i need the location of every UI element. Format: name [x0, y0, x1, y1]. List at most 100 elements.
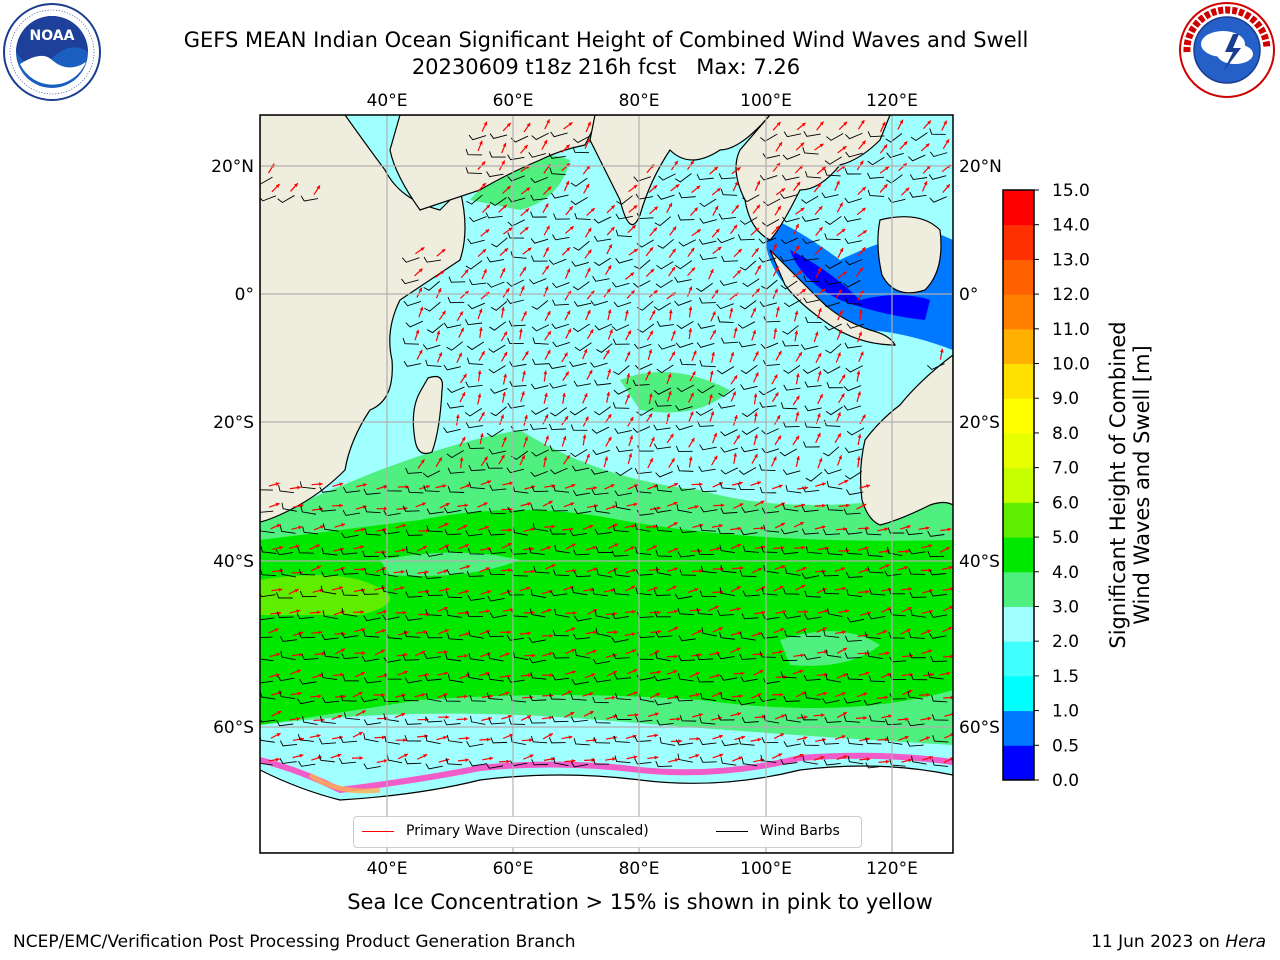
wave-direction-arrowhead [609, 329, 613, 334]
wave-direction-arrowhead [761, 714, 766, 719]
wave-direction-arrowhead [887, 607, 892, 611]
wave-direction-arrowhead [925, 736, 930, 741]
wind-barb [574, 212, 591, 221]
colorbar-tick-label: 9.0 [1052, 389, 1079, 409]
wave-direction-arrowhead [463, 694, 468, 699]
wind-barb [382, 585, 398, 595]
lon-tick-top-80e: 80°E [619, 91, 660, 111]
colorbar-tick-label: 0.0 [1052, 771, 1079, 791]
wind-barb [467, 442, 485, 450]
wind-barb [805, 546, 822, 555]
wave-direction-arrowhead [866, 611, 871, 616]
wave-direction-arrowhead [819, 394, 823, 399]
wave-direction-arrowhead [443, 606, 448, 611]
wind-barb [553, 213, 570, 220]
wave-direction-arrowhead [864, 546, 869, 551]
wind-barb [612, 402, 630, 409]
wind-barb [844, 168, 862, 175]
wave-direction-arrowhead [571, 627, 576, 631]
wave-direction-arrowhead [863, 716, 867, 720]
wind-barb [554, 544, 571, 554]
wind-barb [260, 593, 276, 598]
wave-direction-arrowhead [845, 609, 850, 614]
wind-barb [279, 757, 297, 764]
wind-barb [488, 548, 506, 555]
colorbar-tick-label: 8.0 [1052, 424, 1079, 444]
wind-barb [824, 233, 841, 241]
vector-field [260, 119, 953, 770]
wind-barb [530, 589, 546, 599]
wind-barb [404, 718, 422, 725]
wave-direction-arrowhead [754, 248, 759, 253]
wind-barb [279, 690, 295, 700]
wave-direction-arrowhead [401, 548, 406, 553]
wave-direction-arrowhead [755, 288, 760, 293]
wind-barb [677, 465, 694, 472]
wave-direction-arrowhead [546, 349, 551, 354]
wave-direction-arrowhead [841, 735, 846, 739]
wind-barb [909, 174, 928, 181]
wave-direction-arrowhead [486, 737, 491, 742]
wave-direction-arrowhead [526, 715, 531, 719]
wind-barb [276, 611, 294, 618]
wind-barb [405, 467, 423, 474]
wave-direction-arrowhead [634, 713, 639, 717]
wave-direction-arrowhead [608, 244, 612, 249]
wave-direction-arrowhead [508, 528, 512, 533]
wave-direction-arrowhead [501, 306, 505, 311]
wave-direction-arrowhead [481, 161, 486, 166]
wind-barb [574, 342, 592, 352]
wave-direction-arrowhead [531, 569, 535, 574]
wind-barb [884, 718, 902, 726]
wind-barb [825, 649, 842, 658]
wave-direction-arrowhead [549, 715, 553, 720]
wind-barb [425, 735, 441, 745]
wave-direction-arrowhead [316, 610, 321, 615]
wind-barb [737, 321, 756, 329]
wind-barb [364, 677, 382, 684]
wave-direction-arrowhead [501, 160, 505, 165]
wave-direction-arrowhead [423, 754, 428, 758]
wind-barb [553, 484, 570, 493]
wave-direction-arrowhead [530, 547, 534, 551]
wind-barb [447, 486, 465, 493]
wave-direction-arrowhead [775, 266, 779, 271]
wave-direction-arrowhead [508, 227, 513, 232]
wind-barb [552, 674, 570, 681]
wind-barb [738, 467, 757, 475]
wave-direction-arrowhead [544, 286, 549, 291]
wind-barb [675, 445, 693, 452]
wind-barb [318, 754, 335, 763]
wind-barb [321, 671, 337, 680]
wave-direction-arrowhead [798, 352, 802, 357]
wave-direction-arrowhead [566, 163, 571, 168]
wave-direction-arrowhead [842, 146, 847, 150]
colorbar-segment [1003, 537, 1034, 573]
wind-barb [699, 524, 716, 532]
wave-direction-arrowhead [861, 140, 866, 145]
wind-barb [488, 344, 506, 353]
wave-direction-arrowhead [527, 673, 532, 678]
wind-barb [548, 258, 567, 265]
wind-barb [260, 545, 277, 554]
wave-direction-arrowhead [761, 586, 766, 590]
wave-direction-arrowhead [757, 737, 762, 742]
wave-direction-arrowhead [526, 187, 531, 192]
wave-direction-arrowhead [927, 716, 932, 721]
wind-barb [551, 192, 569, 199]
wind-barb [720, 675, 738, 681]
wind-barb [844, 238, 862, 244]
wind-barb [868, 675, 885, 683]
wave-direction-arrowhead [321, 651, 326, 656]
wind-barb [698, 466, 716, 472]
wind-barb [510, 694, 527, 703]
wind-barb [845, 132, 863, 140]
wave-direction-arrowhead [437, 288, 442, 293]
wind-barb [361, 656, 380, 662]
wave-direction-arrowhead [666, 413, 671, 418]
wave-direction-arrowhead [824, 609, 829, 614]
wind-barb [612, 338, 630, 345]
wind-barb [532, 522, 549, 532]
wind-barb [932, 735, 949, 743]
wind-barb [739, 653, 757, 660]
